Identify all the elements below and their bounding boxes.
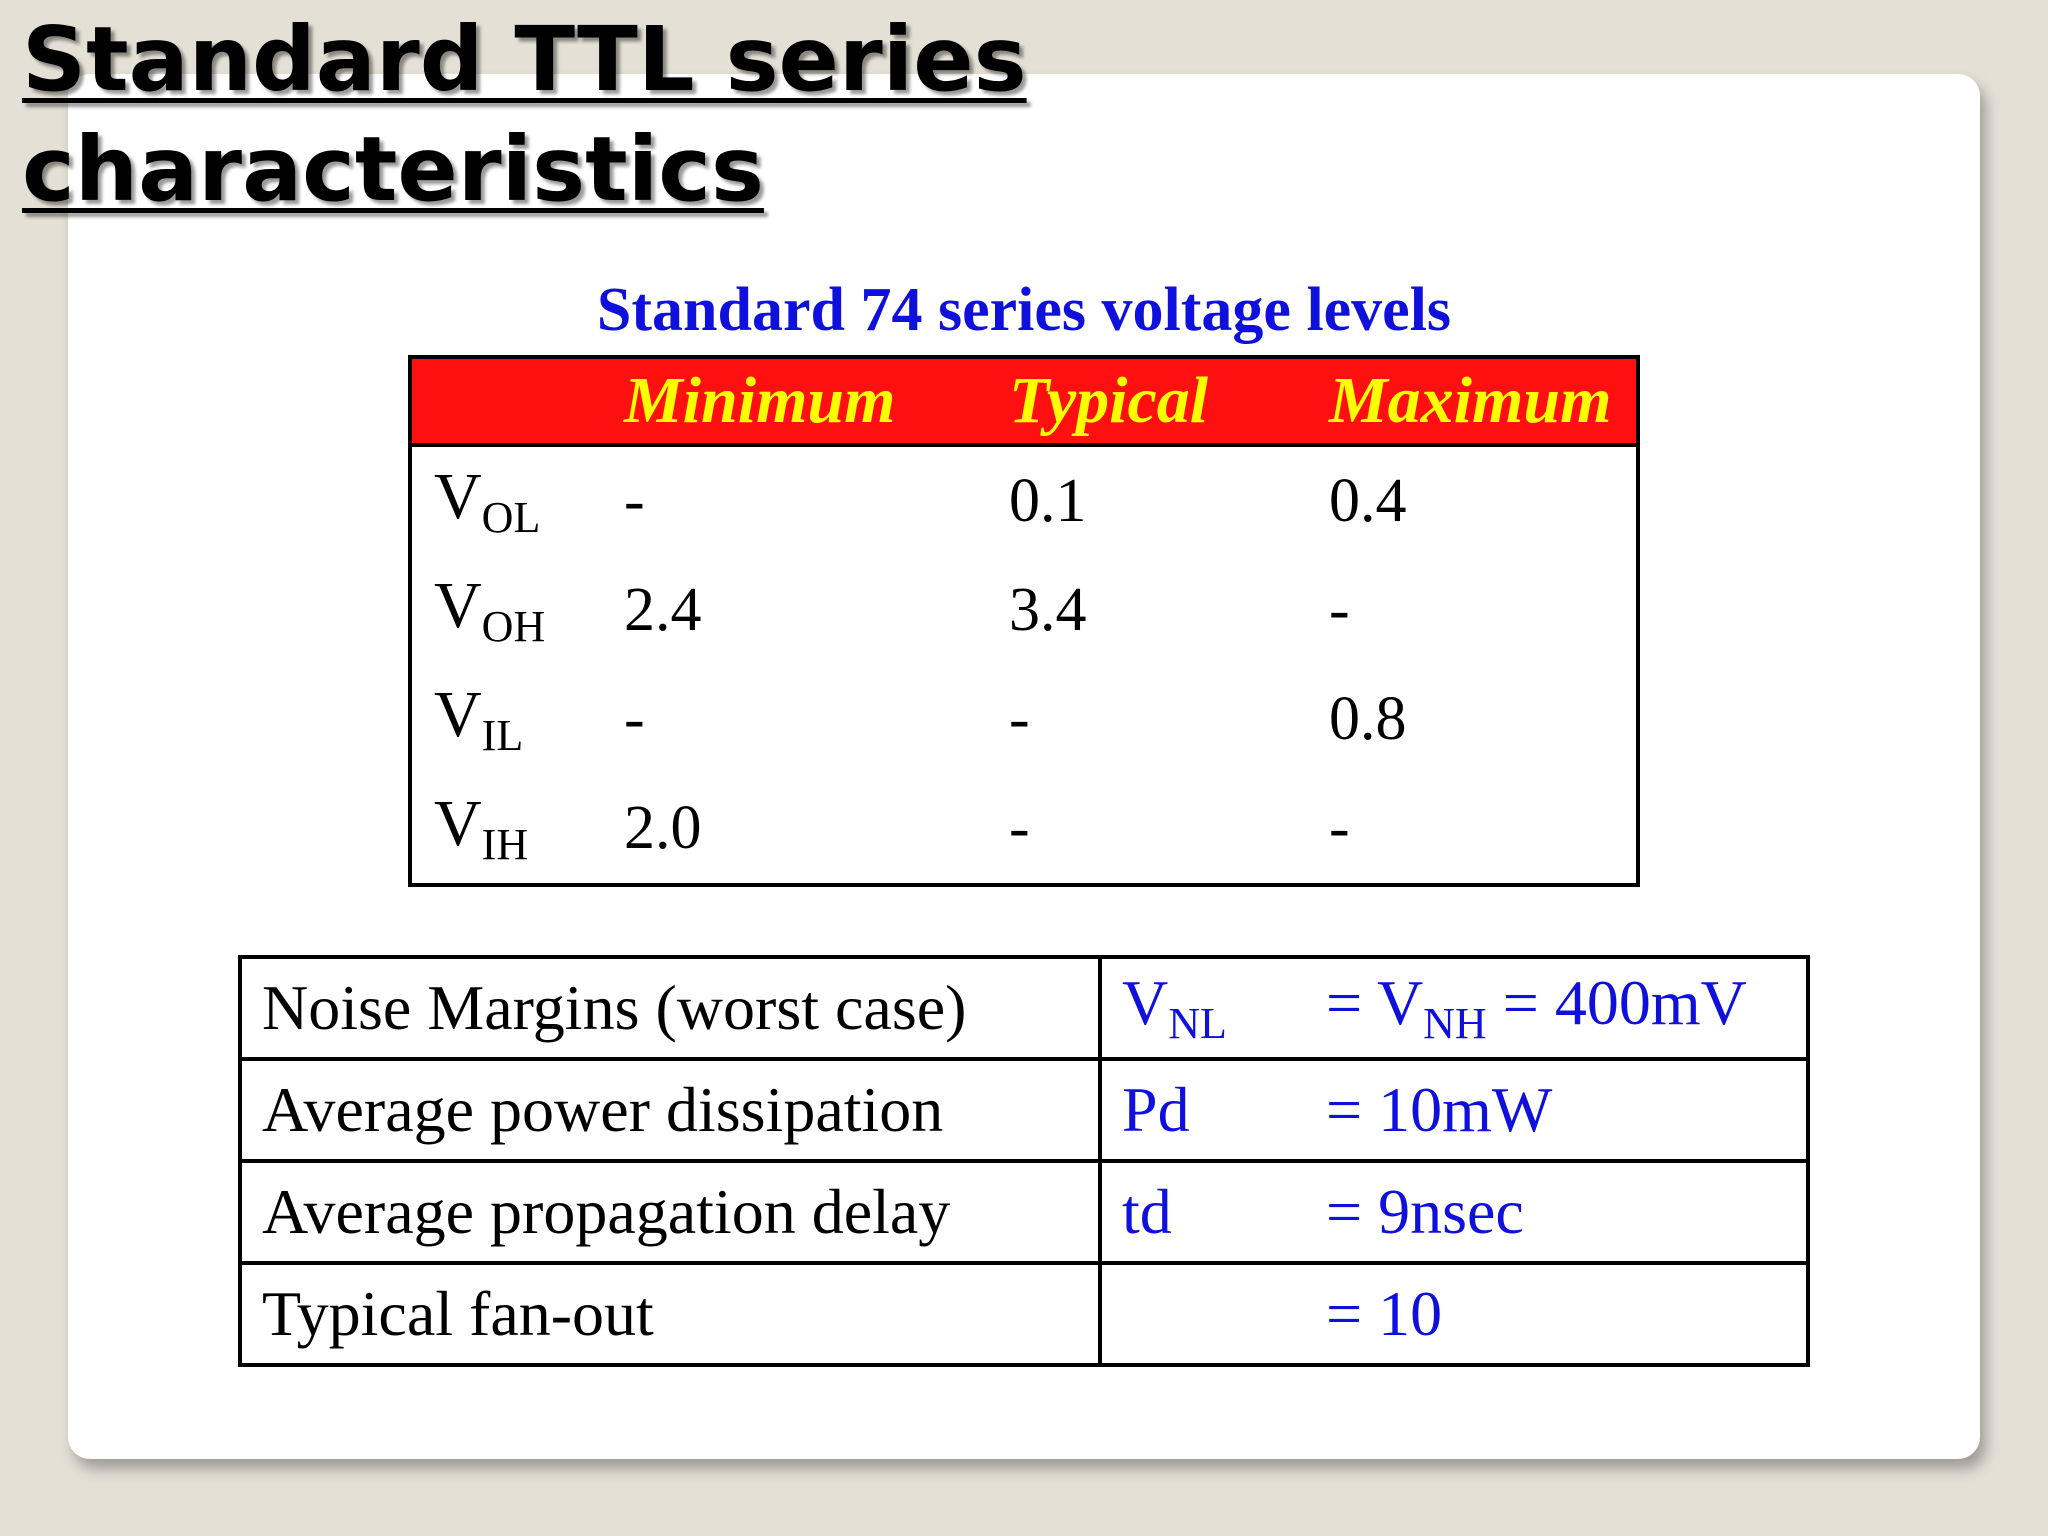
characteristic-symbol: td [1122,1176,1172,1247]
characteristic-row-noise-margins: Noise Margins (worst case) VNL = VNH = 40… [238,955,1810,1061]
voltage-min: 2.4 [624,576,702,644]
voltage-typ: 0.1 [1009,467,1087,535]
voltage-symbol: VOH [434,569,546,652]
slide-title-line-2: characteristics [22,117,764,221]
voltage-min: - [624,685,645,753]
slide-title-line-1: Standard TTL series [22,7,1027,111]
voltage-max: 0.8 [1329,685,1407,753]
characteristic-value: VNL = VNH = 400mV [1098,955,1810,1061]
characteristic-label: Noise Margins (worst case) [238,955,1102,1061]
characteristic-label: Average propagation delay [238,1159,1102,1265]
characteristic-value: = 10 [1098,1261,1810,1367]
voltage-row-vil: VIL - - 0.8 [410,665,1638,774]
characteristic-symbol: Pd [1122,1074,1190,1145]
characteristic-row-fanout: Typical fan-out = 10 [238,1261,1810,1367]
voltage-levels-caption: Standard 74 series voltage levels [596,276,1452,344]
voltage-typ: 3.4 [1009,576,1087,644]
voltage-max: - [1329,576,1350,644]
voltage-levels-table: Minimum Typical Maximum VOL - 0.1 0.4 VO… [408,355,1640,887]
voltage-typ: - [1009,685,1030,753]
voltage-max: - [1329,794,1350,862]
slide-title: Standard TTL series characteristics [22,4,1027,224]
characteristics-table: Noise Margins (worst case) VNL = VNH = 40… [238,955,1810,1367]
characteristic-label: Typical fan-out [238,1261,1102,1367]
voltage-row-voh: VOH 2.4 3.4 - [410,556,1638,665]
voltage-levels-header-row: Minimum Typical Maximum [410,357,1638,447]
header-typical: Typical [1009,357,1329,447]
characteristic-value: Pd = 10mW [1098,1057,1810,1163]
header-empty [410,357,624,447]
header-minimum: Minimum [624,357,1009,447]
voltage-min: 2.0 [624,794,702,862]
characteristic-value: td = 9nsec [1098,1159,1810,1265]
voltage-symbol: VIH [434,787,529,870]
characteristic-row-power: Average power dissipation Pd = 10mW [238,1057,1810,1163]
header-maximum: Maximum [1329,357,1638,447]
voltage-row-vih: VIH 2.0 - - [410,774,1638,885]
voltage-min: - [624,467,645,535]
voltage-symbol: VIL [434,678,524,761]
voltage-row-vol: VOL - 0.1 0.4 [410,445,1638,556]
characteristic-symbol: VNL [1122,967,1227,1049]
voltage-max: 0.4 [1329,467,1407,535]
characteristic-label: Average power dissipation [238,1057,1102,1163]
voltage-typ: - [1009,794,1030,862]
voltage-symbol: VOL [434,460,541,543]
characteristic-row-delay: Average propagation delay td = 9nsec [238,1159,1810,1265]
